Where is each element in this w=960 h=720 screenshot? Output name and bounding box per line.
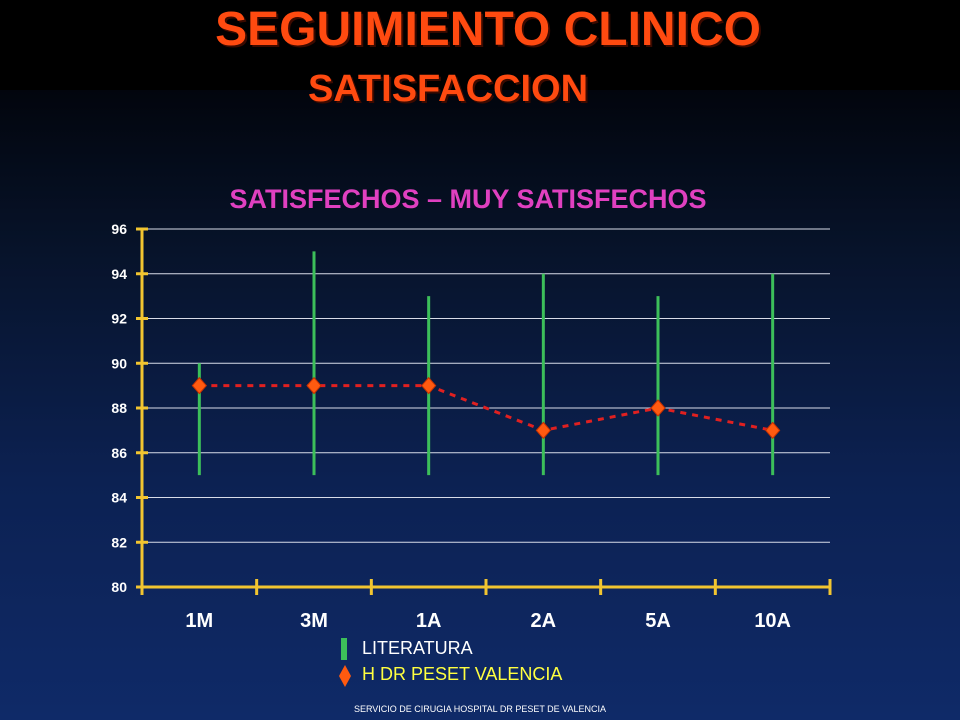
- footer-credit: SERVICIO DE CIRUGIA HOSPITAL DR PESET DE…: [353, 704, 607, 714]
- y-tick-label: 88: [111, 400, 127, 416]
- x-tick-label: 3M: [300, 610, 328, 632]
- x-tick-label: 2A: [531, 610, 557, 632]
- hospital-series-line: [199, 384, 773, 432]
- legend-label: H DR PESET VALENCIA: [362, 664, 563, 684]
- x-tick-label: 10A: [754, 610, 791, 632]
- hospital-data-point: [306, 376, 322, 395]
- legend-label: LITERATURA: [362, 638, 473, 658]
- x-tick-label: 5A: [645, 610, 671, 632]
- x-tick-label: 1M: [185, 610, 213, 632]
- hospital-data-point: [650, 399, 666, 417]
- y-tick-label: 82: [111, 534, 127, 550]
- hospital-data-point: [535, 421, 551, 440]
- x-tick-label: 1A: [416, 610, 442, 632]
- diamond-marker-icon: [339, 665, 351, 687]
- page-subtitle: SATISFACCION: [307, 68, 589, 110]
- y-tick-label: 96: [111, 221, 127, 237]
- page-title: SEGUIMIENTO CLINICO: [215, 3, 761, 56]
- y-tick-label: 92: [111, 311, 127, 327]
- y-tick-label: 84: [111, 490, 127, 506]
- hospital-data-point: [765, 421, 781, 440]
- range-bar-swatch: [341, 638, 347, 660]
- title-band: [0, 0, 960, 90]
- hospital-data-point: [191, 376, 207, 395]
- y-tick-label: 86: [111, 445, 127, 461]
- y-tick-label: 94: [111, 266, 127, 282]
- hospital-data-point: [421, 376, 437, 395]
- y-tick-label: 90: [111, 355, 127, 371]
- chart-title: SATISFECHOS – MUY SATISFECHOS: [229, 184, 707, 214]
- y-tick-label: 80: [111, 579, 127, 595]
